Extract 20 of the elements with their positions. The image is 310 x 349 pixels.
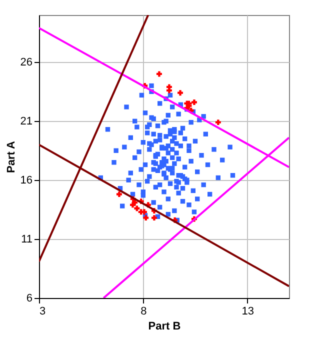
point (151, 215, 157, 221)
y-tick-label: 16 (20, 174, 32, 187)
y-tick-label: 6 (26, 292, 32, 304)
point (215, 120, 221, 126)
x-axis-title: Part B (148, 320, 181, 332)
point (130, 202, 136, 208)
x-tick-label: 13 (242, 306, 254, 318)
point (143, 215, 149, 221)
y-axis-title: Part A (5, 140, 18, 173)
point (191, 100, 197, 105)
point (134, 206, 140, 212)
point (156, 71, 162, 77)
point (116, 191, 122, 197)
point (166, 88, 172, 94)
x-tick-label: 3 (40, 306, 46, 318)
x-tick-label: 8 (140, 306, 147, 318)
y-tick-label: 26 (20, 56, 32, 69)
point (178, 90, 183, 96)
y-tick-label: 11 (21, 234, 32, 246)
y-tick-label: 21 (20, 116, 32, 128)
